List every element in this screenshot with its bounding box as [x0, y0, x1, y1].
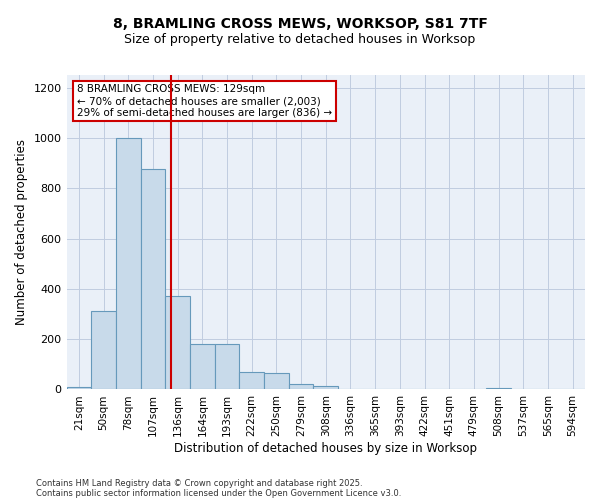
Text: Contains HM Land Registry data © Crown copyright and database right 2025.: Contains HM Land Registry data © Crown c… — [36, 478, 362, 488]
Bar — [140, 170, 165, 390]
Bar — [313, 386, 338, 390]
Text: Contains public sector information licensed under the Open Government Licence v3: Contains public sector information licen… — [36, 488, 401, 498]
Bar — [116, 138, 140, 390]
Text: 8, BRAMLING CROSS MEWS, WORKSOP, S81 7TF: 8, BRAMLING CROSS MEWS, WORKSOP, S81 7TF — [113, 18, 487, 32]
Bar — [486, 388, 511, 390]
Bar — [67, 387, 91, 390]
Bar — [190, 344, 215, 390]
Bar — [264, 373, 289, 390]
X-axis label: Distribution of detached houses by size in Worksop: Distribution of detached houses by size … — [174, 442, 477, 455]
Bar — [165, 296, 190, 390]
Bar — [289, 384, 313, 390]
Text: 8 BRAMLING CROSS MEWS: 129sqm
← 70% of detached houses are smaller (2,003)
29% o: 8 BRAMLING CROSS MEWS: 129sqm ← 70% of d… — [77, 84, 332, 117]
Text: Size of property relative to detached houses in Worksop: Size of property relative to detached ho… — [124, 32, 476, 46]
Bar — [91, 312, 116, 390]
Bar — [215, 344, 239, 390]
Bar — [363, 389, 388, 390]
Y-axis label: Number of detached properties: Number of detached properties — [15, 139, 28, 325]
Bar — [239, 372, 264, 390]
Bar — [338, 388, 363, 390]
